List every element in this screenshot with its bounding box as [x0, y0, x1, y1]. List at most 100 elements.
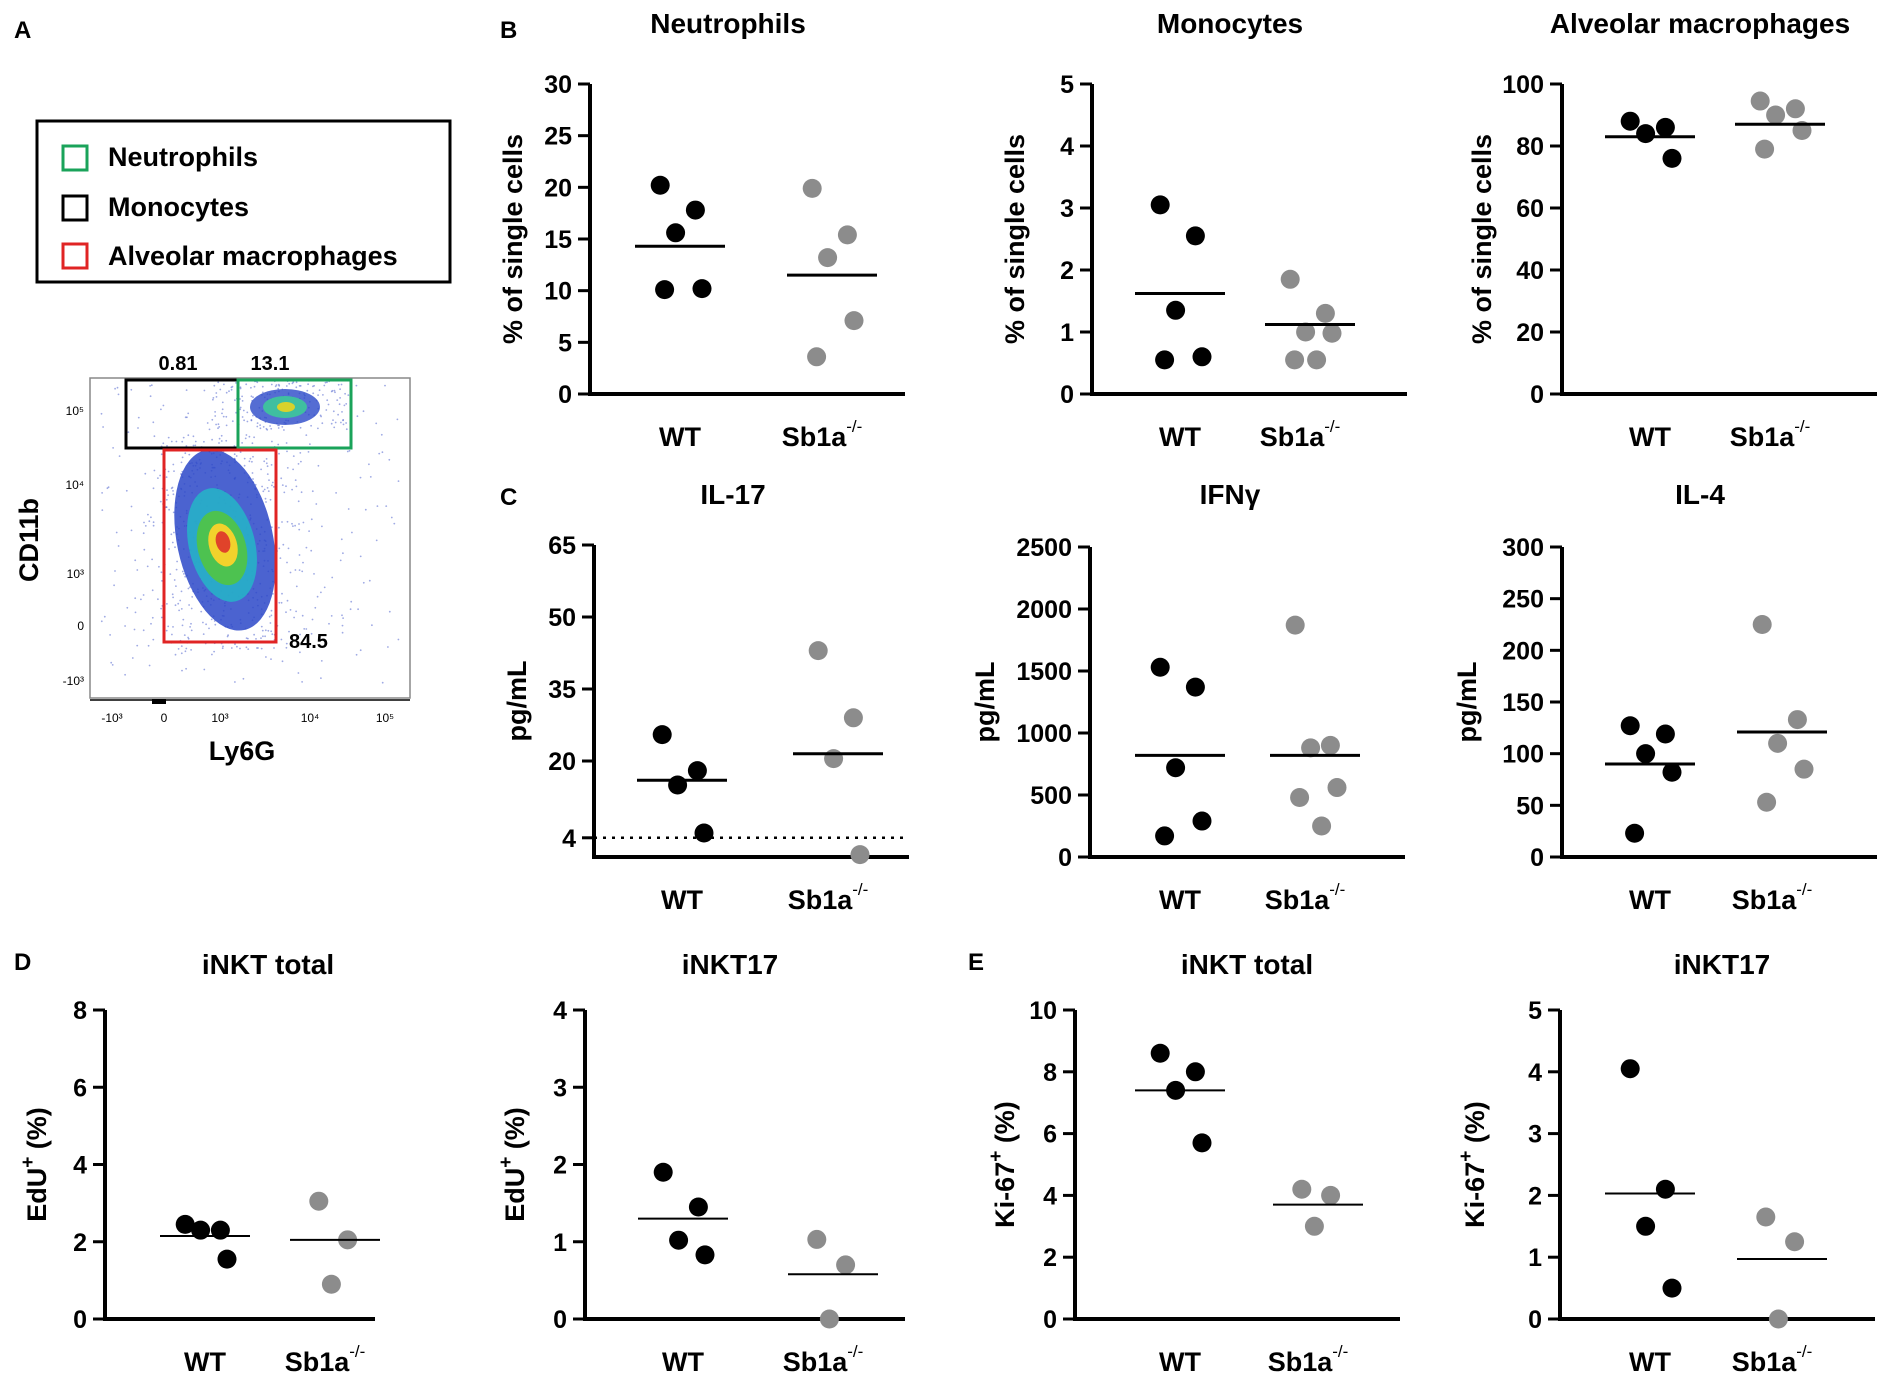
- flow-event: [111, 664, 114, 666]
- y-tick-label: 20: [548, 748, 576, 776]
- y-axis-label: pg/mL: [502, 661, 532, 742]
- chart-title: Monocytes: [1157, 8, 1303, 39]
- flow-event: [268, 615, 271, 618]
- flow-event: [286, 467, 289, 469]
- flow-event: [375, 539, 378, 542]
- flow-event: [184, 650, 187, 653]
- flow-event: [250, 395, 253, 398]
- flow-ytick: -10³: [63, 674, 84, 688]
- flow-event: [260, 647, 263, 650]
- data-point-ko: [837, 225, 857, 245]
- flow-event: [116, 386, 119, 389]
- y-tick-label: 50: [548, 604, 576, 632]
- flow-event: [332, 410, 335, 413]
- flow-event: [160, 571, 163, 574]
- data-point-wt: [1662, 148, 1682, 168]
- data-point-ko: [836, 1255, 856, 1275]
- y-tick-label: 0: [73, 1306, 87, 1334]
- flow-event: [192, 435, 195, 438]
- flow-event: [126, 606, 129, 609]
- flow-event: [213, 384, 216, 387]
- flow-event: [142, 629, 145, 632]
- flow-ytick: 10³: [67, 567, 84, 581]
- flow-event: [385, 505, 388, 507]
- flow-event: [180, 608, 183, 610]
- flow-xtick: 0: [161, 711, 168, 725]
- flow-event: [273, 647, 275, 649]
- flow-event: [310, 424, 312, 427]
- flow-xtick: -10³: [101, 711, 122, 725]
- flow-event: [190, 629, 193, 632]
- data-point-ko: [802, 178, 822, 198]
- data-point-ko: [1785, 99, 1805, 119]
- flow-event: [313, 645, 315, 648]
- flow-event: [130, 388, 133, 391]
- data-point-wt: [1155, 350, 1175, 370]
- flow-event: [230, 386, 233, 389]
- chart-title: IL-4: [1675, 479, 1725, 510]
- gate-value-macrophages: 84.5: [289, 631, 328, 653]
- flow-event: [261, 485, 263, 488]
- flow-event: [174, 546, 176, 549]
- flow-event: [359, 555, 362, 558]
- flow-event: [170, 533, 173, 536]
- chart-title: IFNγ: [1200, 479, 1261, 510]
- flow-event: [151, 558, 154, 561]
- flow-event: [289, 609, 292, 611]
- flow-event: [256, 381, 259, 384]
- y-tick-label: 6: [1043, 1121, 1057, 1149]
- flow-event: [225, 424, 228, 427]
- data-point-ko: [321, 1274, 341, 1294]
- data-point-wt: [687, 761, 707, 781]
- flow-event: [292, 468, 294, 471]
- flow-event: [271, 484, 273, 487]
- flow-event: [134, 611, 137, 614]
- flow-event: [295, 585, 298, 588]
- flow-event: [172, 490, 174, 492]
- flow-event: [330, 422, 333, 425]
- flow-event: [316, 595, 319, 598]
- flow-event: [194, 444, 197, 447]
- gate-legend: Neutrophils Monocytes Alveolar macrophag…: [35, 119, 452, 284]
- chart-title: IL-17: [700, 479, 765, 510]
- y-tick-label: 4: [553, 997, 567, 1025]
- data-point-ko: [1322, 323, 1342, 343]
- flow-event: [315, 503, 318, 505]
- flow-event: [230, 388, 233, 391]
- flow-event: [194, 440, 197, 443]
- flow-xtick: 10⁴: [301, 711, 320, 725]
- flow-event: [313, 384, 315, 387]
- y-axis-label: EdU+ (%): [496, 1107, 530, 1222]
- flow-event: [270, 630, 273, 633]
- flow-event: [247, 637, 249, 640]
- flow-plot-frame: [89, 377, 411, 699]
- flow-event: [278, 526, 280, 529]
- flow-event: [115, 531, 118, 534]
- flow-event: [270, 464, 273, 466]
- data-point-ko: [1768, 733, 1788, 753]
- flow-event: [221, 412, 223, 415]
- flow-event: [130, 529, 133, 532]
- data-point-ko: [843, 708, 863, 728]
- flow-event: [279, 557, 282, 559]
- y-tick-label: 3: [1528, 1121, 1542, 1149]
- flow-event: [253, 436, 256, 439]
- flow-density-core: [174, 389, 320, 631]
- data-point-wt: [652, 725, 672, 745]
- data-point-ko: [1755, 139, 1775, 159]
- y-tick-label: 2: [1043, 1244, 1057, 1272]
- data-point-wt: [1620, 1059, 1640, 1079]
- flow-event: [187, 587, 190, 590]
- flow-event: [211, 438, 214, 441]
- flow-event: [208, 627, 210, 630]
- flow-event: [326, 381, 328, 384]
- flow-event: [307, 383, 309, 386]
- y-tick-label: 15: [544, 226, 572, 254]
- flow-event: [177, 648, 180, 650]
- flow-event: [262, 490, 265, 493]
- y-tick-label: 5: [558, 329, 572, 357]
- data-point-wt: [1636, 1216, 1656, 1236]
- flow-event: [288, 630, 290, 633]
- flow-event: [278, 384, 281, 387]
